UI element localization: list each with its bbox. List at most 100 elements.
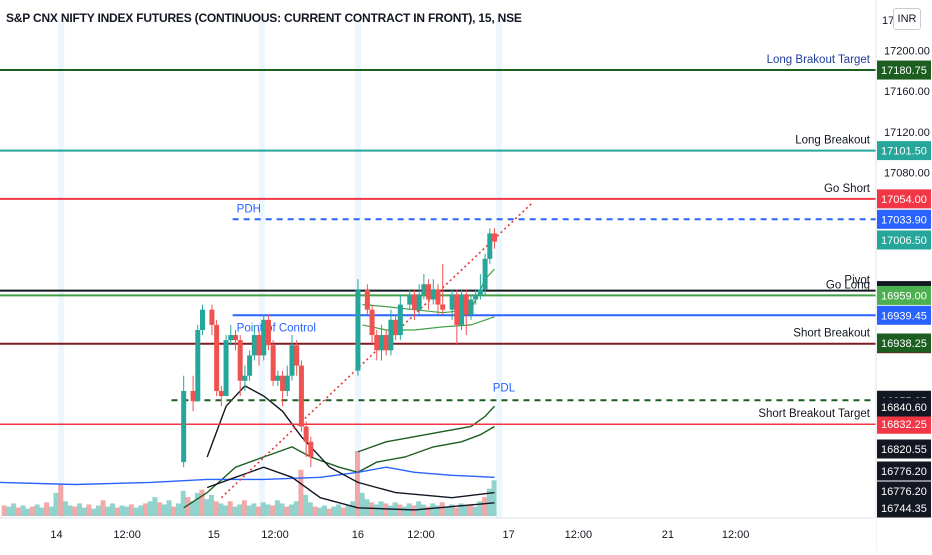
x-tick-label: 12:00 bbox=[261, 529, 289, 541]
volume-bar bbox=[11, 503, 17, 516]
time-axis: 14 12:00 15 12:00 16 12:00 17 12:00 21 12:00 bbox=[0, 517, 876, 550]
volume-bar bbox=[232, 506, 238, 516]
candle-body bbox=[298, 365, 304, 427]
candle-body bbox=[294, 345, 300, 366]
volume-bar bbox=[359, 492, 365, 516]
volume-bar bbox=[190, 501, 196, 516]
candle-body bbox=[364, 289, 370, 310]
candle-body bbox=[261, 319, 267, 356]
candle-body bbox=[393, 319, 399, 336]
volume-bar bbox=[72, 506, 78, 516]
candle-body bbox=[369, 309, 375, 336]
volume-bar bbox=[223, 505, 229, 516]
volume-bar bbox=[175, 503, 181, 516]
x-tick-label: 14 bbox=[50, 529, 62, 541]
candle-body bbox=[426, 284, 432, 300]
indicator-line bbox=[357, 405, 496, 453]
volume-bar bbox=[303, 495, 309, 516]
price-level-label: Go Short bbox=[824, 183, 871, 195]
volume-bar bbox=[251, 503, 257, 516]
candle-body bbox=[416, 294, 422, 310]
volume-bar bbox=[293, 501, 299, 516]
candles bbox=[181, 228, 498, 468]
price-tag: 16776.20 bbox=[881, 486, 927, 498]
volume-bar bbox=[260, 502, 266, 516]
volume-bar bbox=[397, 504, 403, 516]
volume-bar bbox=[411, 505, 417, 516]
candle-body bbox=[308, 441, 314, 458]
candle-body bbox=[284, 375, 290, 391]
candle-body bbox=[275, 375, 281, 381]
indicator-line bbox=[206, 385, 495, 499]
candle-body bbox=[374, 335, 380, 351]
volume-bar bbox=[86, 504, 92, 516]
volume-bar bbox=[204, 499, 210, 516]
price-tag: 16832.25 bbox=[881, 419, 927, 431]
trend-line-dotted bbox=[220, 202, 533, 499]
indicator-line bbox=[183, 425, 495, 509]
volume-bar bbox=[25, 508, 31, 516]
price-tag: 17054.00 bbox=[881, 194, 927, 206]
price-tag: 16959.00 bbox=[881, 290, 927, 302]
candle-body bbox=[289, 345, 295, 376]
price-tag: 17006.50 bbox=[881, 235, 927, 247]
volume-bar bbox=[354, 450, 360, 516]
price-tag-bg bbox=[877, 414, 931, 434]
price-tag-bg bbox=[877, 498, 931, 518]
price-level-label: Point of Control bbox=[237, 322, 316, 334]
x-tick-label: 15 bbox=[208, 529, 220, 541]
volume-bar bbox=[246, 505, 252, 516]
price-tag: 17101.50 bbox=[881, 146, 927, 158]
candle-body bbox=[407, 294, 413, 305]
price-levels: Long Brakout Target Long Breakout Go Short… bbox=[0, 54, 876, 425]
volume-bar bbox=[119, 505, 125, 516]
session-marker bbox=[354, 20, 361, 518]
volume-bar bbox=[124, 506, 130, 516]
volume-bar bbox=[458, 503, 464, 516]
volume-bar bbox=[185, 497, 191, 516]
price-tag-bg bbox=[877, 60, 931, 80]
volume-bar bbox=[402, 506, 408, 516]
price-tag-bg bbox=[877, 397, 931, 417]
price-tag-bg bbox=[877, 209, 931, 229]
volume-bar bbox=[463, 505, 469, 516]
x-tick-label: 12:00 bbox=[565, 529, 593, 541]
chart-title: S&P CNX NIFTY INDEX FUTURES (CONTINUOUS:… bbox=[6, 11, 522, 25]
candle-body bbox=[435, 289, 441, 305]
candle-body bbox=[463, 294, 469, 315]
y-tick-label: 17120.00 bbox=[884, 127, 930, 139]
candle-body bbox=[251, 335, 257, 356]
price-tag-bg bbox=[877, 285, 931, 305]
volume-bar bbox=[472, 506, 478, 516]
price-level-label: PDH bbox=[237, 203, 261, 215]
volume-bar bbox=[312, 506, 318, 516]
candle-body bbox=[209, 309, 215, 325]
price-level-label: PDL bbox=[493, 382, 516, 394]
volume-bar bbox=[453, 507, 459, 516]
volume-bar bbox=[331, 506, 337, 516]
candle-body bbox=[218, 390, 224, 397]
volume-bar bbox=[317, 507, 323, 516]
volume-bar bbox=[48, 506, 54, 516]
price-level-label: Long Breakout bbox=[795, 135, 871, 147]
price-level-label: Go Long bbox=[826, 279, 870, 291]
candle-body bbox=[237, 340, 243, 381]
volume-bar bbox=[284, 506, 290, 516]
price-tag-bg bbox=[877, 333, 931, 353]
volume-bar bbox=[227, 501, 233, 516]
volume-bar bbox=[194, 492, 200, 516]
volume-bar bbox=[15, 507, 21, 516]
volume-bar bbox=[270, 505, 276, 516]
candle-body bbox=[200, 309, 206, 330]
volume-bar bbox=[373, 504, 379, 516]
volume-bar bbox=[345, 505, 351, 516]
volume-bar bbox=[128, 504, 134, 516]
volume-bar bbox=[199, 489, 205, 516]
volume-bar bbox=[336, 504, 342, 516]
volume-bar bbox=[350, 501, 356, 516]
volume-bar bbox=[39, 507, 45, 516]
volume-bar bbox=[143, 503, 148, 516]
currency-button[interactable]: INR bbox=[893, 8, 921, 30]
